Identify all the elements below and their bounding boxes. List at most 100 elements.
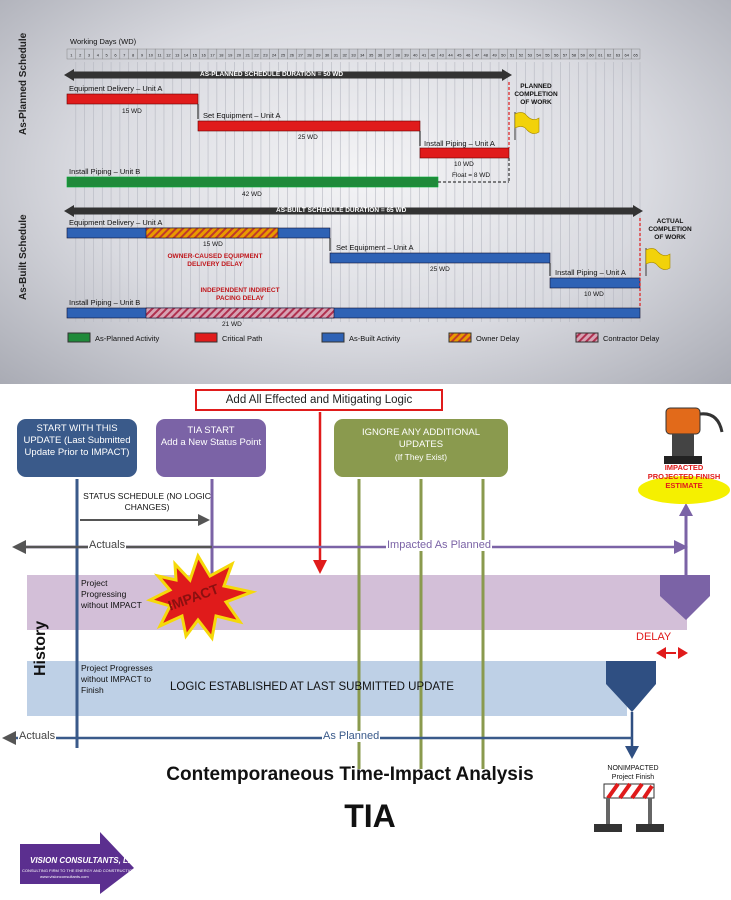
built-task-1-name: Equipment Delivery – Unit A — [69, 218, 163, 227]
built-task-2-name: Set Equipment – Unit A — [336, 243, 414, 252]
legend-label-critical: Critical Path — [222, 334, 263, 343]
day-number: 15 — [193, 53, 198, 58]
planned-completion-label: PLANNED COMPLETION OF WORK — [514, 83, 558, 106]
day-number: 63 — [616, 53, 621, 58]
planned-down-arrowhead — [625, 746, 639, 759]
day-number: 21 — [245, 53, 250, 58]
day-number: 51 — [510, 53, 515, 58]
day-number: 31 — [334, 53, 339, 58]
actuals-lower-arrowhead — [2, 731, 16, 745]
gantt-comparison-panel: 1 2 3 4 5 6 7 8 9 10 11 12 13 14 15 16 17 18 19 20 21 22 23 24 2… — [0, 0, 731, 384]
contractor-delay-segment — [145, 307, 335, 319]
delay-arrowhead-left — [656, 647, 666, 659]
actual-completion-label: ACTUAL COMPLETION OF WORK — [648, 218, 692, 241]
add-logic-box: Add All Effected and Mitigating Logic — [195, 389, 443, 411]
day-number: 19 — [228, 53, 233, 58]
working-days-label: Working Days (WD) — [70, 37, 137, 46]
legend-swatch-built — [321, 332, 345, 343]
planned-task-2-duration: 25 WD — [298, 134, 318, 141]
day-number: 48 — [484, 53, 489, 58]
add-logic-arrowhead — [313, 560, 327, 574]
day-number: 12 — [166, 53, 171, 58]
impacted-up-arrowhead — [679, 503, 693, 516]
owner-delay-segment — [145, 227, 279, 239]
day-number: 50 — [501, 53, 506, 58]
gantt-chart-svg: 1 2 3 4 5 6 7 8 9 10 11 12 13 14 15 16 17 18 19 20 21 22 23 24 2… — [64, 48, 671, 343]
logo-name: VISION CONSULTANTS, LLC — [30, 856, 139, 865]
day-number: 27 — [298, 53, 303, 58]
legend-swatch-planned — [67, 332, 91, 343]
legend-label-planned: As-Planned Activity — [95, 334, 160, 343]
day-number: 26 — [290, 53, 295, 58]
diagram-subtitle: TIA — [344, 798, 396, 834]
day-number: 9 — [141, 53, 144, 58]
planned-task-3-duration: 10 WD — [454, 161, 474, 168]
day-number: 59 — [580, 53, 585, 58]
planned-task-3-name: Install Piping – Unit A — [424, 139, 495, 148]
legend-swatch-contractor — [575, 332, 599, 343]
day-number: 32 — [342, 53, 347, 58]
impact-burst-icon — [145, 552, 258, 642]
day-number: 36 — [378, 53, 383, 58]
tia-start-title: TIA START — [187, 425, 235, 436]
legend-swatch-owner — [448, 332, 472, 343]
built-task-2-duration: 25 WD — [430, 266, 450, 273]
tia-diagram-svg — [2, 407, 730, 894]
planned-duration-arrow-left — [64, 69, 74, 81]
day-number: 35 — [369, 53, 374, 58]
planned-task-2-name: Set Equipment – Unit A — [203, 111, 281, 120]
planned-task-4-name: Install Piping – Unit B — [69, 167, 141, 176]
built-bar-install-piping-b — [66, 307, 641, 319]
day-number: 61 — [598, 53, 603, 58]
impact-lane — [27, 575, 687, 630]
planned-section-label: As-Planned Schedule — [18, 32, 29, 135]
rammer-machine-icon — [664, 407, 724, 464]
day-number: 18 — [219, 53, 224, 58]
day-number: 41 — [422, 53, 427, 58]
nonimpacted-finish-label: NONIMPACTED Project Finish — [607, 765, 659, 781]
day-number: 45 — [457, 53, 462, 58]
impacted-finish-ellipse — [638, 476, 730, 504]
built-task-3-duration: 10 WD — [584, 291, 604, 298]
planned-bar-set-equipment — [197, 120, 421, 132]
built-duration-arrow-right — [633, 205, 643, 217]
day-number: 16 — [201, 53, 206, 58]
day-number: 57 — [563, 53, 568, 58]
day-number: 56 — [554, 53, 559, 58]
impacted-as-planned-label: Impacted As Planned — [386, 539, 492, 551]
day-number: 38 — [395, 53, 400, 58]
ignore-title: IGNORE ANY ADDITIONAL UPDATES — [361, 427, 481, 450]
owner-delay-note: OWNER-CAUSED EQUIPMENT DELIVERY DELAY — [167, 253, 263, 268]
built-task-4-duration: 21 WD — [222, 321, 242, 328]
lane2-text: Project Progresses without IMPACT to Fin… — [81, 663, 153, 695]
planned-bar-equipment-delivery — [66, 93, 199, 105]
ignore-sub: (If They Exist) — [394, 452, 448, 462]
day-number: 40 — [413, 53, 418, 58]
actuals-lower-label: Actuals — [18, 730, 57, 742]
planned-lane — [27, 661, 627, 716]
built-task-1-duration: 15 WD — [203, 241, 223, 248]
day-number: 54 — [536, 53, 541, 58]
legend-swatch-critical — [194, 332, 218, 343]
day-number: 52 — [519, 53, 524, 58]
built-task-3-name: Install Piping – Unit A — [555, 268, 626, 277]
planned-bar-install-piping-a — [419, 147, 510, 159]
day-number: 8 — [132, 53, 135, 58]
planned-task-1-duration: 15 WD — [122, 108, 142, 115]
day-number: 49 — [492, 53, 497, 58]
day-number: 23 — [263, 53, 268, 58]
day-number: 10 — [149, 53, 154, 58]
legend-label-built: As-Built Activity — [349, 334, 401, 343]
logo-arrow-icon — [20, 832, 134, 894]
day-number: 14 — [184, 53, 189, 58]
day-number: 34 — [360, 53, 365, 58]
day-number: 42 — [431, 53, 436, 58]
actual-completion-flag-icon — [645, 248, 671, 276]
legend-label-contractor: Contractor Delay — [603, 334, 660, 343]
day-number: 37 — [387, 53, 392, 58]
impacted-finish-label: IMPACTED PROJECTED FINISH ESTIMATE — [647, 463, 721, 490]
day-number: 28 — [307, 53, 312, 58]
day-number: 62 — [607, 53, 612, 58]
built-bar-install-piping-a — [549, 277, 641, 289]
day-number: 13 — [175, 53, 180, 58]
